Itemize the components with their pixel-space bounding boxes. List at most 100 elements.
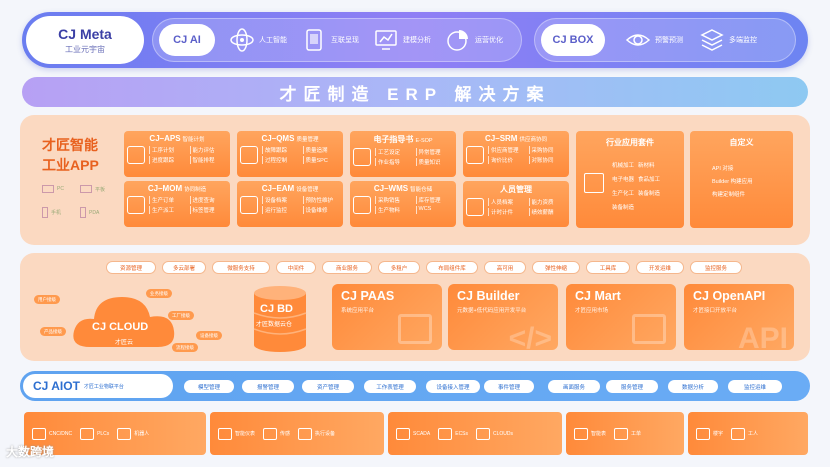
aiot-tag[interactable]: 设备接入管理 [426, 380, 480, 393]
device-label: 工人 [748, 431, 759, 437]
app-card[interactable]: 电子指导书 E-SOP 工艺设定 异常管理 作业指导 质量知识 [350, 131, 456, 177]
app-card[interactable]: 人员管理人员档案 能力资质 计时计件 绩效薪酬 [463, 181, 569, 227]
device-pc: PC [42, 185, 64, 193]
platform-tag[interactable]: 弹性伸缩 [532, 261, 580, 274]
app-card[interactable]: CJ–EAM 设备管理 设备档案 预防性维护 运行监控 设备维修 [237, 181, 343, 227]
app-card[interactable]: CJ–SRM 供应商协同 供应商管理 采购协同 询价比价 对账协同 [463, 131, 569, 177]
custom-card[interactable]: 自定义 API 对接 Builder 构建应用 构建定制组件 [690, 131, 793, 228]
meta-bar: CJ Meta 工业元宇宙 CJ AI 人工智能 互联呈现 建模分析 运营优化 … [22, 12, 808, 68]
device-item[interactable]: CNC/DNC [32, 427, 72, 440]
ai-pill[interactable]: CJ AI [159, 24, 215, 56]
device-item[interactable]: 传感 [263, 427, 291, 440]
aiot-tag[interactable]: 模型管理 [184, 380, 234, 393]
app-card-item: 智能排程 [189, 156, 228, 164]
app-card[interactable]: CJ–APS 智能计划 工序计划 能力评估 进度跟踪 智能排程 [124, 131, 230, 177]
aiot-tag[interactable]: 事件管理 [484, 380, 534, 393]
app-card-sub: 智能计划 [182, 137, 205, 143]
app-card-item: 绩效薪酬 [528, 208, 567, 216]
device-icon [574, 427, 588, 440]
app-card-items: 工序计划 能力评估 进度跟踪 智能排程 [149, 146, 227, 164]
device-item[interactable]: SCADA [396, 427, 430, 440]
device-item[interactable]: 工单 [614, 427, 642, 440]
aiot-tag[interactable]: 监控运维 [728, 380, 782, 393]
device-item[interactable]: 执行设备 [298, 427, 335, 440]
device-label: 工单 [631, 431, 642, 437]
platform-tag[interactable]: 资源管理 [106, 261, 156, 274]
app-card[interactable]: CJ–MOM 协同制造生产订单 进度查询 生产派工 标签管理 [124, 181, 230, 227]
device-item[interactable]: PLCs [80, 427, 109, 440]
aiot-subtitle: 才匠工业物联平台 [83, 383, 124, 390]
app-card-icon [466, 198, 484, 216]
aiot-tag[interactable]: 数据分析 [668, 380, 718, 393]
device-icon [80, 427, 95, 440]
app-card-name: CJ–WMS [373, 184, 409, 193]
app-card[interactable]: CJ–QMS 质量管理 故障跟踪 质量追溯 过程控制 质量SPC [237, 131, 343, 177]
device-item[interactable]: 楼宇 [696, 427, 724, 440]
aiot-tag[interactable]: 服务管理 [606, 380, 658, 393]
app-card-icon [353, 148, 371, 166]
device-icon [32, 427, 46, 440]
platform-tag[interactable]: 多租户 [378, 261, 420, 274]
app-card-item: 进度跟踪 [149, 156, 187, 164]
platform-card-subtitle: 才匠接口开放平台 [693, 308, 738, 314]
box-group: CJ BOX 预警预测 多端监控 [534, 18, 796, 62]
device-label: CLOUDs [493, 430, 514, 437]
app-card-items: 生产订单 进度查询 生产派工 标签管理 [149, 196, 227, 214]
cloud-subtitle: 才匠云 [115, 340, 134, 346]
custom-item: Builder 构建应用 [712, 179, 753, 185]
aiot-logo-pill[interactable]: CJ AIOT 才匠工业物联平台 [23, 374, 173, 398]
platform-card[interactable]: CJ Mart 才匠应用市场 [566, 284, 676, 350]
custom-item: 构建定制组件 [712, 192, 746, 198]
app-card-item: 生产派工 [149, 206, 187, 214]
meta-logo-pill[interactable]: CJ Meta 工业元宇宙 [26, 16, 144, 64]
platform-tag[interactable]: 商业服务 [322, 261, 372, 274]
cloud-bubble: 工厂接级 [168, 311, 194, 320]
aiot-tag[interactable]: 资产管理 [302, 380, 354, 393]
cloud-bubble: 设备接级 [196, 331, 222, 340]
platform-tag[interactable]: 开发运维 [636, 261, 684, 274]
app-card-body: 设备档案 预防性维护 运行监控 设备维修 [237, 196, 343, 214]
industry-card[interactable]: 行业应用套件 机械加工 新材料 电子电器 食品加工 生产化工 装备制造 装备制造 [576, 131, 684, 228]
app-card-item: 设备档案 [262, 196, 300, 204]
app-card-item: 异常管理 [415, 148, 454, 156]
platform-tag[interactable]: 微服务支持 [212, 261, 270, 274]
device-item[interactable]: 智能仪表 [218, 427, 255, 440]
device-item[interactable]: 工人 [731, 427, 759, 440]
app-card-body: 人员档案 能力资质 计时计件 绩效薪酬 [463, 198, 569, 216]
device-item[interactable]: 机器人 [117, 427, 149, 440]
aiot-tag[interactable]: 工作表管理 [364, 380, 416, 393]
platform-tag[interactable]: 监控服务 [690, 261, 742, 274]
aiot-tag[interactable]: 报警管理 [242, 380, 294, 393]
watermark: 大数跨境 [6, 445, 55, 459]
app-card-item: 运行监控 [262, 206, 300, 214]
platform-card[interactable]: CJ PAAS 系统应用平台 [332, 284, 442, 350]
app-card-name: 人员管理 [500, 185, 532, 194]
app-card-item: 询价比价 [488, 156, 526, 164]
platform-tag[interactable]: 多云部署 [162, 261, 206, 274]
bd-title: CJ BD [260, 303, 294, 315]
app-card-item: 工序计划 [149, 146, 187, 154]
platform-tag[interactable]: 中间件 [276, 261, 316, 274]
industry-item: 机械加工 [612, 163, 635, 169]
app-card-item: 质量SPC [302, 156, 341, 164]
platform-tag[interactable]: 布局组件库 [426, 261, 478, 274]
tablet-icon [306, 29, 322, 51]
app-card-name: CJ–MOM [147, 184, 183, 193]
device-icon [218, 427, 232, 440]
platform-card[interactable]: API CJ OpenAPI 才匠接口开放平台 [684, 284, 794, 350]
app-card[interactable]: CJ–WMS 智能仓储 采购销售 库存管理 生产物料 WCS [350, 181, 456, 227]
device-item[interactable]: ECSs [438, 427, 468, 440]
device-label: 传感 [280, 431, 291, 437]
box-pill[interactable]: CJ BOX [541, 24, 605, 56]
app-card-sub: 协同制造 [184, 187, 207, 193]
aiot-tag[interactable]: 画面服务 [548, 380, 600, 393]
app-card-item: 作业指导 [375, 158, 413, 166]
app-title-line1: 才匠智能 [42, 137, 98, 153]
device-item[interactable]: 智能表 [574, 427, 606, 440]
device-label: 楼宇 [713, 431, 724, 437]
device-item[interactable]: CLOUDs [476, 427, 514, 440]
platform-card[interactable]: </> CJ Builder 元数据+低代码应用开发平台 [448, 284, 558, 350]
app-card-item: 进度查询 [189, 196, 228, 204]
platform-tag[interactable]: 高可用 [484, 261, 526, 274]
platform-tag[interactable]: 工具库 [586, 261, 630, 274]
